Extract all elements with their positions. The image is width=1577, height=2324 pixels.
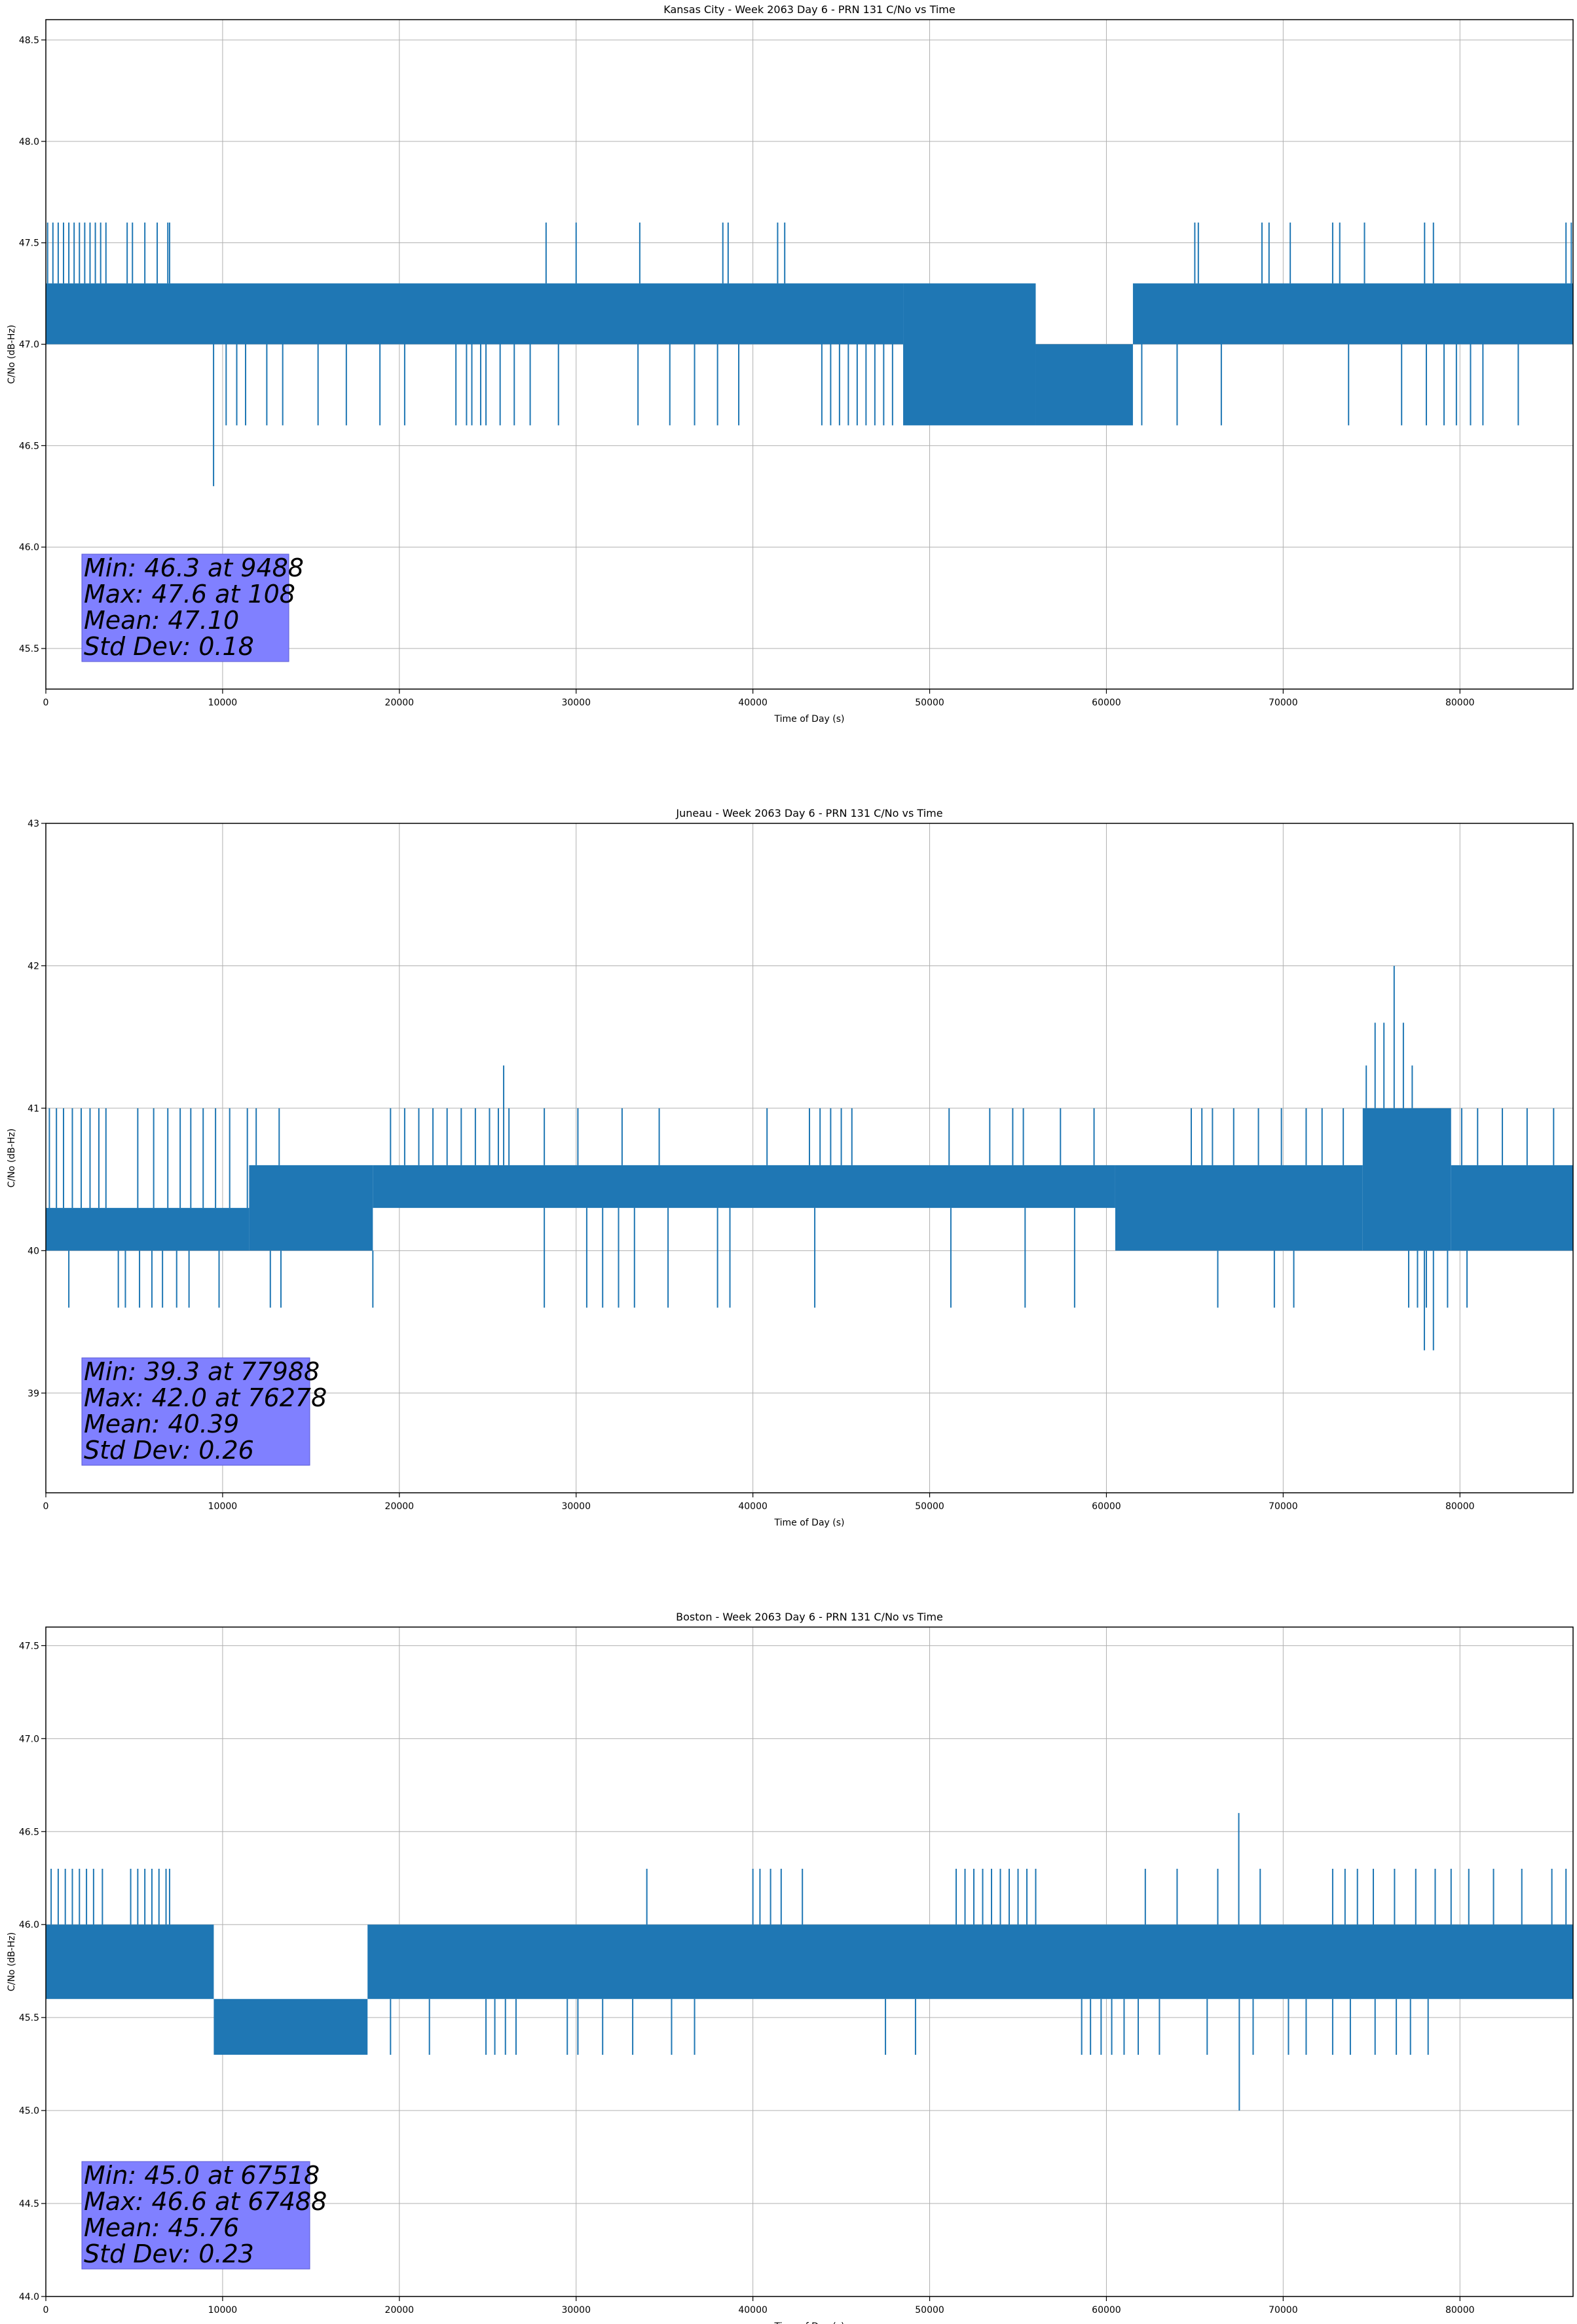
axes-frame — [45, 823, 1574, 1493]
y-tick-label: 47.0 — [19, 340, 39, 350]
y-tick-label: 45.0 — [19, 2106, 39, 2116]
stats-line: Mean: 47.10 — [84, 606, 239, 635]
stats-line: Std Dev: 0.23 — [84, 2240, 254, 2268]
y-axis-label: C/No (dB-Hz) — [7, 325, 17, 384]
stats-line: Max: 42.0 at 76278 — [84, 1383, 327, 1412]
data-band — [373, 1165, 1115, 1209]
chart-title: Kansas City - Week 2063 Day 6 - PRN 131 … — [663, 3, 955, 16]
x-tick-label: 30000 — [561, 1501, 591, 1512]
y-tick-label: 44.0 — [19, 2292, 39, 2302]
chart-panel: 0 10000 20000 30000 40000 50000 60000 70000 8000… — [7, 3, 1574, 724]
x-tick-label: 0 — [43, 698, 49, 708]
data-band — [46, 1924, 214, 1999]
y-tick-label: 42 — [28, 961, 39, 971]
stats-line: Min: 46.3 at 9488 — [84, 553, 304, 582]
data-band — [367, 1924, 1574, 1999]
data-band — [1115, 1165, 1363, 1251]
stats-line: Min: 39.3 at 77988 — [84, 1357, 320, 1386]
stats-line: Mean: 40.39 — [84, 1410, 239, 1438]
stats-box — [81, 2161, 310, 2270]
x-tick-label: 40000 — [738, 2305, 768, 2315]
x-tick-label: 70000 — [1269, 2305, 1298, 2315]
y-axis-label: C/No (dB-Hz) — [7, 1932, 17, 1991]
y-tick-label: 41 — [28, 1104, 39, 1114]
x-tick-label: 80000 — [1445, 698, 1475, 708]
x-tick-label: 10000 — [208, 2305, 238, 2315]
y-tick-label: 46.0 — [19, 1920, 39, 1930]
y-tick-label: 46.5 — [19, 441, 39, 451]
y-tick-label: 43 — [28, 819, 39, 829]
x-axis-label: Time of Day (s) — [774, 714, 845, 724]
y-tick-label: 47.0 — [19, 1734, 39, 1744]
data-band — [46, 1208, 250, 1251]
stats-line: Std Dev: 0.18 — [84, 632, 254, 661]
y-tick-label: 45.5 — [19, 2013, 39, 2023]
x-tick-label: 0 — [43, 1501, 49, 1512]
x-tick-label: 40000 — [738, 1501, 768, 1512]
chart-title: Juneau - Week 2063 Day 6 - PRN 131 C/No … — [675, 807, 942, 819]
data-band — [1362, 1108, 1451, 1251]
y-tick-label: 46.0 — [19, 542, 39, 553]
x-tick-label: 50000 — [915, 698, 944, 708]
x-tick-label: 10000 — [208, 698, 238, 708]
axes-frame — [45, 1626, 1574, 2297]
data-band — [46, 283, 904, 345]
data-band — [1035, 344, 1133, 426]
y-tick-label: 46.5 — [19, 1827, 39, 1837]
y-tick-label: 44.5 — [19, 2199, 39, 2209]
stats-box — [81, 1357, 310, 1466]
y-tick-label: 47.5 — [19, 1641, 39, 1651]
plot-area — [46, 20, 1573, 689]
y-axis-label: C/No (dB-Hz) — [7, 1129, 17, 1188]
y-tick-label: 47.5 — [19, 238, 39, 249]
x-tick-label: 20000 — [385, 2305, 415, 2315]
x-tick-label: 50000 — [915, 2305, 944, 2315]
x-axis-label: Time of Day (s) — [774, 1518, 845, 1528]
data-band — [1132, 283, 1573, 345]
stats-line: Mean: 45.76 — [84, 2213, 239, 2242]
stats-line: Std Dev: 0.26 — [84, 1436, 254, 1465]
y-tick-label: 39 — [28, 1389, 39, 1399]
x-tick-label: 50000 — [915, 1501, 944, 1512]
stats-line: Min: 45.0 at 67518 — [84, 2161, 320, 2190]
y-tick-label: 40 — [28, 1246, 39, 1256]
x-tick-label: 10000 — [208, 1501, 238, 1512]
axes-frame — [45, 19, 1574, 690]
x-tick-label: 80000 — [1445, 2305, 1475, 2315]
data-band — [249, 1165, 373, 1251]
chart-panel: 0 10000 20000 30000 40000 50000 60000 70000 8000… — [7, 1611, 1574, 2324]
y-tick-label: 48.0 — [19, 137, 39, 147]
stats-line: Max: 47.6 at 108 — [84, 580, 295, 609]
y-tick-label: 48.5 — [19, 35, 39, 46]
x-tick-label: 20000 — [385, 698, 415, 708]
stats-line: Max: 46.6 at 67488 — [84, 2187, 327, 2216]
data-band — [1451, 1165, 1573, 1251]
x-tick-label: 30000 — [561, 698, 591, 708]
y-tick-label: 45.5 — [19, 644, 39, 654]
data-band — [213, 1998, 368, 2055]
x-tick-label: 0 — [43, 2305, 49, 2315]
data-band — [903, 283, 1036, 426]
x-tick-label: 60000 — [1092, 698, 1121, 708]
x-tick-label: 80000 — [1445, 1501, 1475, 1512]
x-tick-label: 20000 — [385, 1501, 415, 1512]
chart-panel: 0 10000 20000 30000 40000 50000 60000 70000 8000… — [7, 807, 1574, 1528]
stats-box — [81, 553, 289, 662]
x-tick-label: 30000 — [561, 2305, 591, 2315]
x-tick-label: 70000 — [1269, 698, 1298, 708]
x-axis-label: Time of Day (s) — [774, 2321, 845, 2324]
x-tick-label: 60000 — [1092, 1501, 1121, 1512]
x-tick-label: 40000 — [738, 698, 768, 708]
chart-title: Boston - Week 2063 Day 6 - PRN 131 C/No … — [676, 1611, 943, 1623]
x-tick-label: 60000 — [1092, 2305, 1121, 2315]
x-tick-label: 70000 — [1269, 1501, 1298, 1512]
